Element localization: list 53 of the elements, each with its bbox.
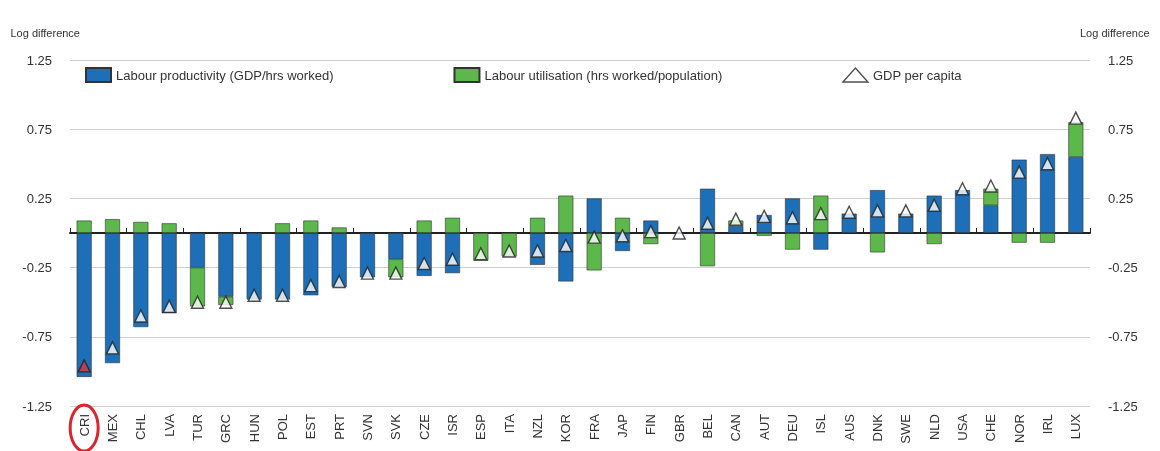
x-tick-label: HUN [246,414,262,443]
x-tick-label: USA [955,413,970,441]
y-tick-label: -0.25 [22,260,52,276]
x-tick-label: POL [275,414,290,441]
x-tick-label: NZL [530,414,545,439]
y-tick-label: 0.75 [26,121,52,137]
legend-label: GDP per capita [872,67,963,83]
legend-label: Labour productivity (GDP/hrs worked) [116,67,334,83]
y-tick-label: 1.25 [26,52,52,68]
y2-tick-label: -0.75 [1108,329,1138,345]
y-axis-title: Log difference [10,26,80,39]
x-tick-label: NLD [926,414,942,441]
x-tick-label: CAN [728,414,744,442]
x-tick-label: FRA [586,413,602,440]
x-tick-label: CRI [76,414,92,437]
y2-axis-title: Log difference [1080,26,1150,39]
y2-tick-label: 1.25 [1108,52,1134,68]
x-tick-label: AUT [756,413,772,440]
x-tick-label: SVN [360,414,375,441]
x-tick-label: MEX [105,413,120,443]
x-tick-label: CHE [983,413,999,442]
x-tick-label: ISL [813,414,829,434]
x-tick-label: LVA [161,413,177,437]
y2-tick-label: 0.25 [1108,190,1134,206]
legend-label: Labour utilisation (hrs worked/population) [484,67,723,83]
x-tick-label: LUX [1068,413,1084,440]
x-tick-label: CZE [416,413,432,440]
y2-tick-label: -0.25 [1108,260,1138,276]
x-tick-label: ITA [501,413,517,434]
x-tick-label: NOR [1011,414,1027,443]
x-tick-label: GRC [218,414,234,443]
x-tick-label: PRT [331,413,347,440]
x-tick-label: FIN [643,414,659,435]
x-tick-label: CHL [133,414,149,441]
x-tick-label: SVK [388,413,404,441]
x-tick-label: TUR [190,414,205,441]
x-tick-label: KOR [558,414,574,443]
y-tick-label: -0.75 [22,329,52,345]
x-tick-label: ISR [445,414,460,436]
x-tick-label: EST [303,413,319,440]
x-tick-label: AUS [841,413,857,441]
x-tick-label: SWE [898,413,914,444]
x-tick-label: DNK [870,413,885,442]
y2-tick-label: -1.25 [1108,398,1138,414]
y-tick-label: -1.25 [22,398,52,414]
x-tick-label: IRL [1040,414,1055,435]
x-tick-label: BEL [700,414,715,439]
y-tick-label: 0.25 [26,190,52,206]
x-tick-label: ESP [473,414,489,441]
x-tick-label: JAP [615,414,630,438]
y2-tick-label: 0.75 [1108,121,1134,137]
x-tick-label: DEU [785,414,800,442]
x-tick-label: GBR [671,414,687,443]
